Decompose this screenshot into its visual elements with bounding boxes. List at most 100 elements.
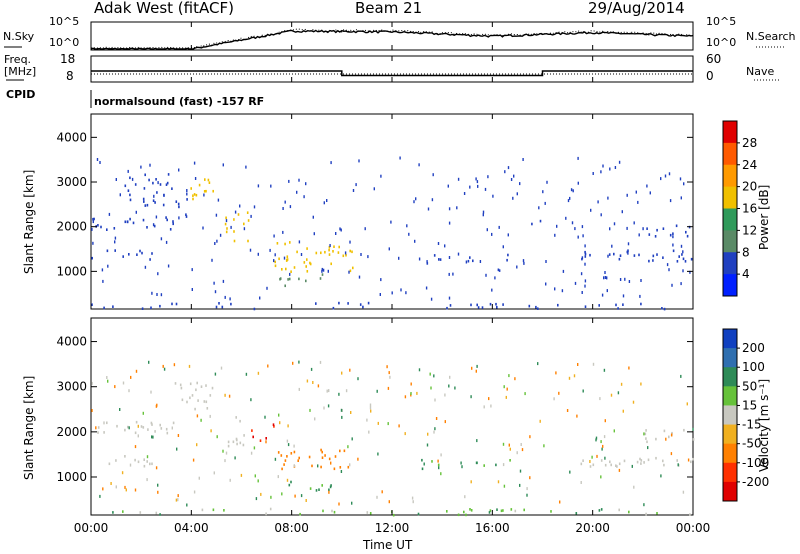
power-cell — [127, 169, 129, 173]
power-cell — [253, 307, 256, 311]
power-cell — [584, 279, 587, 283]
power-cell — [192, 194, 194, 197]
power-colorbar-tick-label: 4 — [742, 267, 750, 281]
velocity-cell — [377, 421, 379, 425]
power-cell — [604, 276, 607, 279]
velocity-cell — [444, 420, 446, 424]
power-cell — [452, 272, 454, 276]
power-cell — [93, 217, 95, 221]
power-cell — [219, 233, 222, 237]
power-cell — [519, 182, 521, 186]
velocity-cell — [460, 461, 462, 465]
velocity-cell — [433, 430, 435, 434]
velocity-cell — [119, 408, 121, 411]
velocity-cell — [200, 418, 202, 422]
station-title: Adak West (fitACF) — [94, 0, 234, 17]
power-cell — [114, 249, 116, 252]
velocity-cell — [220, 366, 223, 370]
velocity-cell — [209, 394, 212, 397]
velocity-cell — [387, 386, 390, 390]
velocity-cell — [287, 424, 289, 428]
power-cell — [683, 182, 685, 186]
power-cell — [660, 177, 662, 181]
velocity-cell — [573, 374, 576, 378]
power-colorbar-swatch — [723, 274, 737, 297]
power-cell — [467, 259, 470, 263]
freq-label-line1: Freq. — [4, 53, 32, 66]
power-cell — [216, 239, 218, 243]
power-cell — [222, 279, 225, 283]
velocity-cell — [349, 368, 351, 372]
velocity-cell — [110, 482, 112, 485]
velocity-cell — [224, 459, 226, 463]
velocity-cell — [483, 405, 485, 409]
power-cell — [124, 184, 127, 188]
velocity-cell — [328, 389, 330, 393]
velocity-cell — [503, 385, 505, 389]
velocity-cell — [124, 485, 126, 489]
power-cell — [305, 265, 307, 268]
power-cell — [218, 302, 220, 305]
power-cell — [163, 193, 165, 197]
noise-search-label: N.Search — [746, 30, 796, 43]
velocity-cell — [95, 426, 97, 430]
power-cell — [432, 173, 434, 177]
velocity-cell — [290, 452, 293, 455]
power-cell — [465, 260, 468, 264]
power-cell — [512, 196, 514, 200]
velocity-cell — [278, 413, 280, 417]
velocity-cell — [680, 374, 682, 378]
velocity-cell — [286, 439, 289, 443]
velocity-cell — [200, 385, 203, 388]
power-cell — [203, 190, 206, 193]
velocity-cell — [128, 426, 130, 430]
power-cell — [349, 269, 352, 273]
velocity-cell — [191, 394, 194, 397]
velocity-cell — [298, 387, 300, 391]
power-cell — [367, 255, 369, 259]
velocity-cell — [308, 455, 311, 459]
velocity-cell — [142, 426, 145, 429]
power-cell — [214, 242, 216, 245]
power-cell — [426, 262, 429, 265]
power-cell — [582, 234, 584, 238]
velocity-cell — [273, 425, 275, 428]
power-cell — [622, 303, 624, 306]
velocity-cell — [214, 372, 217, 376]
power-cell — [166, 181, 169, 185]
velocity-cell — [267, 364, 269, 368]
velocity-cell — [177, 498, 179, 502]
power-cell — [606, 276, 608, 280]
power-cell — [689, 270, 691, 274]
power-cell — [628, 280, 631, 283]
velocity-cell — [321, 484, 323, 487]
power-cell — [247, 219, 250, 222]
velocity-cell — [171, 426, 173, 430]
power-cell — [556, 224, 558, 228]
velocity-cell — [490, 404, 492, 408]
power-cell — [438, 258, 440, 261]
power-cell — [289, 205, 292, 209]
velocity-cell — [502, 509, 504, 512]
velocity-cell — [410, 392, 412, 395]
power-cell — [618, 160, 621, 164]
power-cell — [358, 159, 360, 163]
power-cell — [379, 293, 381, 296]
velocity-cell — [628, 366, 630, 370]
velocity-cell — [643, 503, 645, 507]
power-cell — [373, 187, 375, 191]
power-cell — [352, 266, 354, 270]
power-cell — [602, 164, 604, 168]
power-cell — [430, 297, 433, 301]
time-tick-label: 20:00 — [575, 521, 610, 535]
velocity-cell — [640, 382, 642, 386]
power-cell — [274, 264, 277, 268]
velocity-cell — [286, 478, 289, 482]
power-cell — [167, 264, 170, 268]
velocity-cell — [254, 474, 256, 478]
cpid-label: CPID — [6, 88, 36, 101]
power-cell — [91, 227, 93, 231]
velocity-panel-frame — [90, 317, 694, 516]
velocity-cell — [97, 426, 100, 429]
power-cell — [633, 254, 636, 257]
